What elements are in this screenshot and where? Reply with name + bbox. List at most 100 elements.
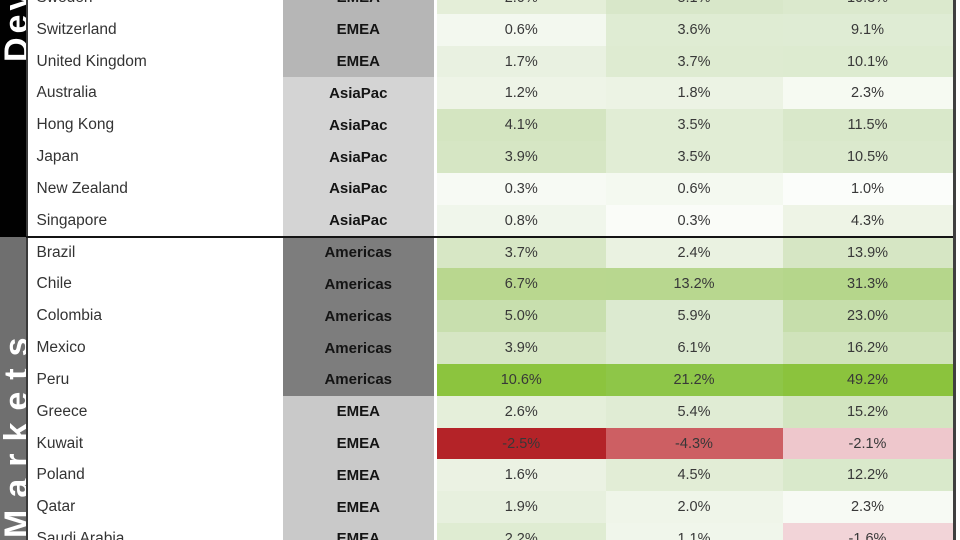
region-cell: EMEA: [283, 523, 434, 540]
region-cell: AsiaPac: [283, 204, 434, 237]
table-row: Japan AsiaPac 3.9% 3.5% 10.5%: [27, 141, 954, 173]
table-row: Colombia Americas 5.0% 5.9% 23.0%: [27, 300, 954, 333]
value-cell: 10.3%: [782, 0, 953, 14]
value-cell: 4.3%: [782, 204, 953, 237]
region-cell: EMEA: [283, 45, 434, 78]
region-cell: AsiaPac: [283, 141, 434, 173]
value-cell: -4.3%: [605, 427, 783, 460]
table-row: Poland EMEA 1.6% 4.5% 12.2%: [27, 459, 954, 492]
band-markets-label: Markets: [0, 325, 26, 538]
country-cell: Australia: [27, 77, 283, 110]
value-cell: 3.5%: [605, 141, 783, 173]
value-cell: 0.8%: [437, 204, 606, 237]
region-cell: EMEA: [283, 0, 434, 14]
column-gap: [433, 77, 437, 110]
value-cell: 4.5%: [605, 459, 783, 492]
value-cell: 9.1%: [782, 13, 953, 46]
value-cell: 10.5%: [782, 141, 953, 173]
value-cell: 3.6%: [605, 13, 783, 46]
value-cell: 2.3%: [782, 491, 953, 524]
value-cell: 2.0%: [437, 0, 606, 14]
value-cell: 1.0%: [782, 172, 953, 205]
table-row: Mexico Americas 3.9% 6.1% 16.2%: [27, 332, 954, 364]
value-cell: 10.1%: [782, 45, 953, 78]
country-cell: Mexico: [27, 332, 283, 364]
table-right-border: [953, 0, 956, 540]
value-cell: 5.1%: [605, 0, 783, 14]
region-cell: AsiaPac: [283, 109, 434, 142]
table-row: United Kingdom EMEA 1.7% 3.7% 10.1%: [27, 45, 954, 78]
column-gap: [433, 427, 437, 460]
value-cell: 3.9%: [437, 332, 606, 364]
value-cell: 5.9%: [605, 300, 783, 333]
value-cell: -2.1%: [782, 427, 953, 460]
region-cell: AsiaPac: [283, 172, 434, 205]
value-cell: 1.2%: [437, 77, 606, 110]
column-gap: [433, 523, 437, 540]
region-cell: Americas: [283, 363, 434, 396]
region-cell: EMEA: [283, 395, 434, 428]
region-cell: EMEA: [283, 13, 434, 46]
value-cell: 1.8%: [605, 77, 783, 110]
column-gap: [433, 268, 437, 301]
value-cell: 0.3%: [437, 172, 606, 205]
value-cell: 3.7%: [437, 236, 606, 269]
value-cell: 11.5%: [782, 109, 953, 142]
band-emerging-markets: Markets: [0, 237, 26, 540]
table-row: Australia AsiaPac 1.2% 1.8% 2.3%: [27, 77, 954, 110]
value-cell: 10.6%: [437, 363, 606, 396]
value-cell: 2.6%: [437, 395, 606, 428]
band-developed-label: Developed: [0, 0, 26, 62]
country-cell: United Kingdom: [27, 45, 283, 78]
country-cell: Sweden: [27, 0, 283, 14]
value-cell: 1.1%: [605, 523, 783, 540]
column-gap: [433, 332, 437, 364]
table-row: Brazil Americas 3.7% 2.4% 13.9%: [27, 236, 954, 269]
value-cell: 5.4%: [605, 395, 783, 428]
column-gap: [433, 13, 437, 46]
value-cell: 1.6%: [437, 459, 606, 492]
table-row: Chile Americas 6.7% 13.2% 31.3%: [27, 268, 954, 301]
region-cell: EMEA: [283, 427, 434, 460]
column-gap: [433, 172, 437, 205]
column-gap: [433, 236, 437, 269]
value-cell: 31.3%: [782, 268, 953, 301]
table-row: Singapore AsiaPac 0.8% 0.3% 4.3%: [27, 204, 954, 237]
value-cell: 16.2%: [782, 332, 953, 364]
value-cell: 21.2%: [605, 363, 783, 396]
value-cell: 5.0%: [437, 300, 606, 333]
region-cell: Americas: [283, 300, 434, 333]
value-cell: 2.4%: [605, 236, 783, 269]
value-cell: 0.3%: [605, 204, 783, 237]
region-cell: EMEA: [283, 491, 434, 524]
table-row: Kuwait EMEA -2.5% -4.3% -2.1%: [27, 427, 954, 460]
value-cell: 0.6%: [437, 13, 606, 46]
country-cell: Qatar: [27, 491, 283, 524]
country-cell: Japan: [27, 141, 283, 173]
band-developed: Developed: [0, 0, 26, 237]
table-row: Peru Americas 10.6% 21.2% 49.2%: [27, 363, 954, 396]
country-cell: Saudi Arabia: [27, 523, 283, 540]
column-gap: [433, 363, 437, 396]
value-cell: -2.5%: [437, 427, 606, 460]
country-cell: Brazil: [27, 236, 283, 269]
band-separator-line: [26, 0, 28, 540]
region-cell: AsiaPac: [283, 77, 434, 110]
value-cell: 0.6%: [605, 172, 783, 205]
table-row: SwedenEMEA2.0%5.1%10.3%: [27, 0, 954, 14]
value-cell: 23.0%: [782, 300, 953, 333]
table-row: Qatar EMEA 1.9% 2.0% 2.3%: [27, 491, 954, 524]
country-cell: New Zealand: [27, 172, 283, 205]
column-gap: [433, 459, 437, 492]
column-gap: [433, 204, 437, 237]
value-cell: 13.9%: [782, 236, 953, 269]
table-row: Switzerland EMEA 0.6% 3.6% 9.1%: [27, 13, 954, 46]
value-cell: 49.2%: [782, 363, 953, 396]
section-divider: [26, 235, 953, 238]
country-cell: Colombia: [27, 300, 283, 333]
region-cell: EMEA: [283, 459, 434, 492]
value-cell: 12.2%: [782, 459, 953, 492]
column-gap: [433, 141, 437, 173]
region-cell: Americas: [283, 268, 434, 301]
value-cell: 2.0%: [605, 491, 783, 524]
